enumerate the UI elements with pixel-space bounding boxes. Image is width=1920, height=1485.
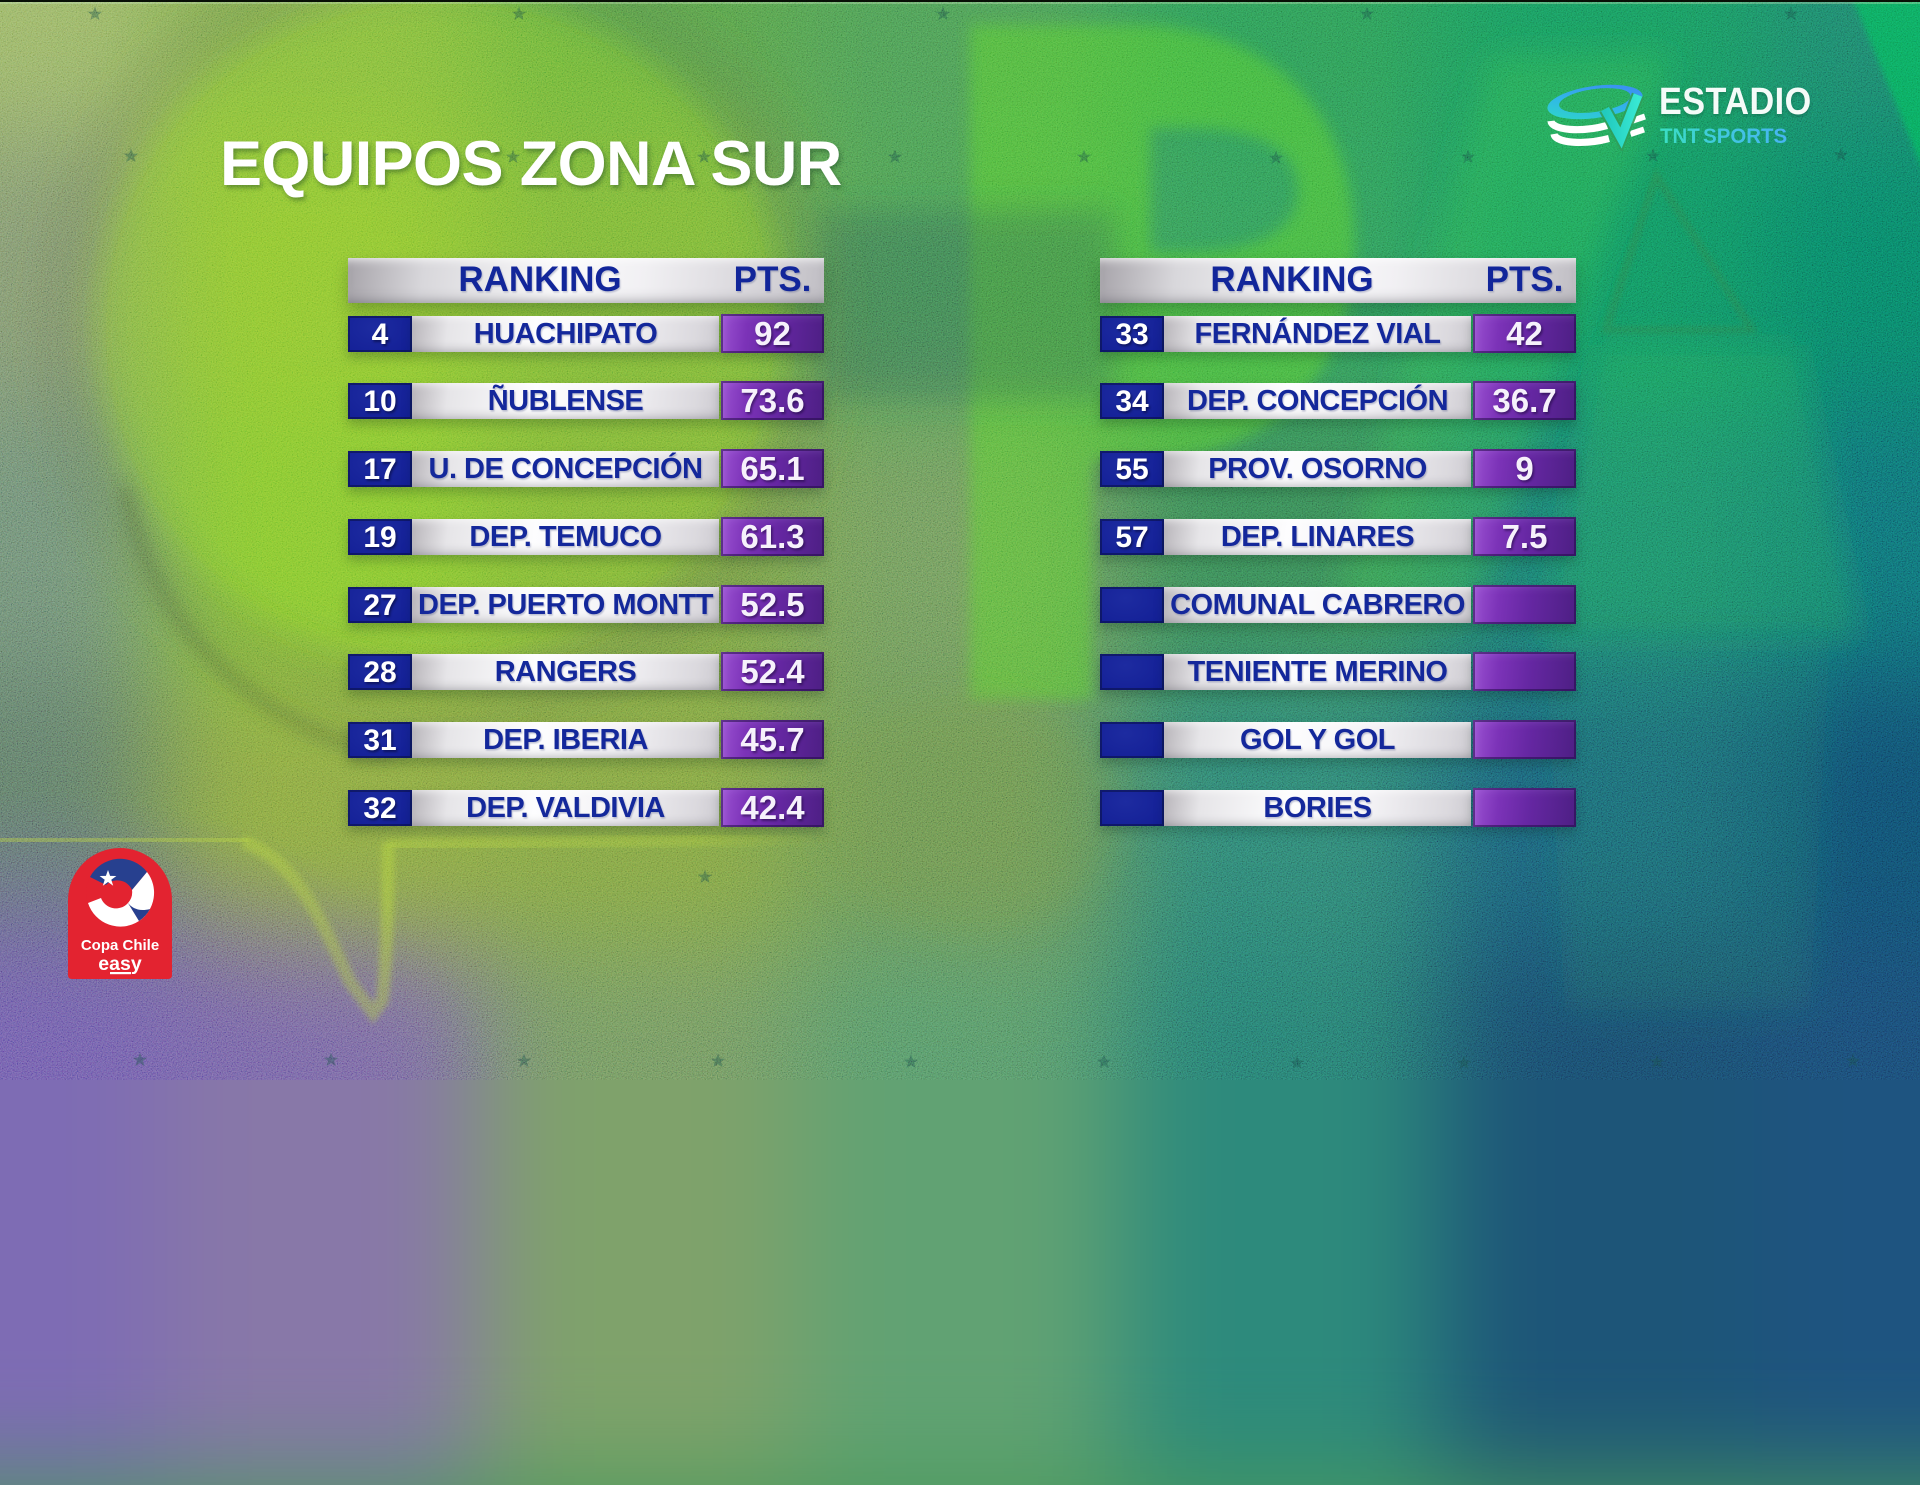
svg-text:Copa Chile: Copa Chile (81, 937, 159, 954)
svg-text:easy: easy (98, 953, 142, 975)
